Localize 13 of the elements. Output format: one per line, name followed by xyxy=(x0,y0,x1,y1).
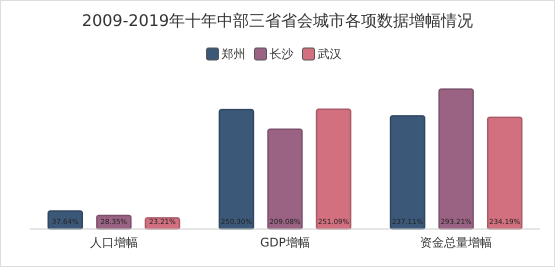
bar xyxy=(438,88,474,230)
x-tick-label: GDP增幅 xyxy=(260,236,310,250)
legend-label: 武汉 xyxy=(318,47,342,61)
x-tick-label: 资金总量增幅 xyxy=(420,236,492,250)
bar xyxy=(486,116,522,230)
legend-label: 郑州 xyxy=(222,47,246,61)
bar xyxy=(316,108,352,230)
legend-label: 长沙 xyxy=(270,47,294,61)
bar xyxy=(267,128,303,230)
chart-title: 2009-2019年十年中部三省省会城市各项数据增幅情况 xyxy=(82,11,474,30)
bar xyxy=(390,115,426,230)
bar xyxy=(218,108,254,230)
x-tick-label: 人口增幅 xyxy=(90,236,138,250)
